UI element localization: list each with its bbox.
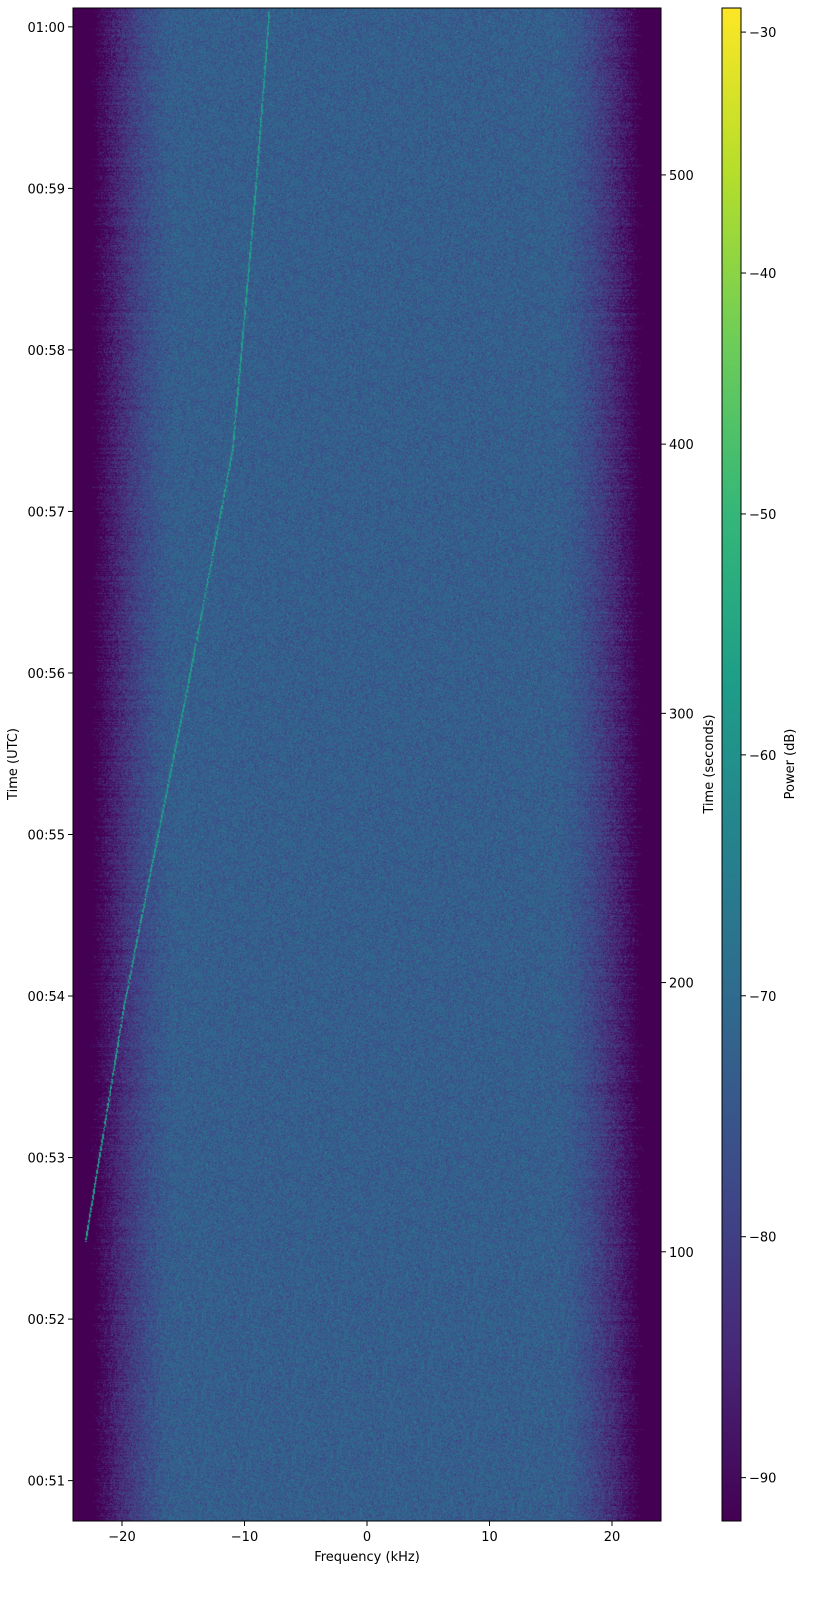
y-left-tick-label: 00:53 (28, 1152, 65, 1167)
y-right-tick-label: 100 (669, 1246, 694, 1261)
y-left-tick-label: 00:56 (28, 667, 65, 682)
colorbar-tick-label: −90 (749, 1472, 776, 1487)
colorbar-tick-label: −70 (749, 990, 776, 1005)
colorbar-tick-label: −40 (749, 267, 776, 282)
x-tick-label: 20 (604, 1530, 621, 1545)
colorbar-tick-label: −30 (749, 26, 776, 41)
y-axis-left-label: Time (UTC) (6, 728, 21, 801)
y-left-tick-label: 01:00 (28, 21, 65, 36)
colorbar-tick-label: −60 (749, 749, 776, 764)
plot-frame (72, 7, 662, 1522)
x-tick-label: 0 (363, 1530, 371, 1545)
y-left-tick-label: 00:57 (28, 505, 65, 520)
spectrogram-image (73, 8, 661, 1521)
y-left-tick-label: 00:55 (28, 828, 65, 843)
y-right-tick-label: 300 (669, 707, 694, 722)
colorbar-tick-label: −50 (749, 508, 776, 523)
colorbar-frame (721, 7, 742, 1522)
y-left-tick-label: 00:54 (28, 990, 65, 1005)
y-right-tick-label: 200 (669, 977, 694, 992)
x-tick-label: −20 (108, 1530, 135, 1545)
x-tick-label: 10 (481, 1530, 498, 1545)
colorbar-tick-label: −80 (749, 1231, 776, 1246)
y-left-tick-label: 00:58 (28, 344, 65, 359)
y-right-tick-label: 500 (669, 169, 694, 184)
y-left-tick-label: 00:52 (28, 1313, 65, 1328)
colorbar-label: Power (dB) (783, 729, 798, 800)
y-left-tick-label: 00:59 (28, 182, 65, 197)
x-axis-label: Frequency (kHz) (314, 1550, 420, 1565)
y-right-tick-label: 400 (669, 438, 694, 453)
y-left-tick-label: 00:51 (28, 1475, 65, 1490)
y-axis-right-label: Time (seconds) (702, 714, 717, 814)
colorbar (722, 8, 741, 1521)
x-tick-label: −10 (231, 1530, 258, 1545)
